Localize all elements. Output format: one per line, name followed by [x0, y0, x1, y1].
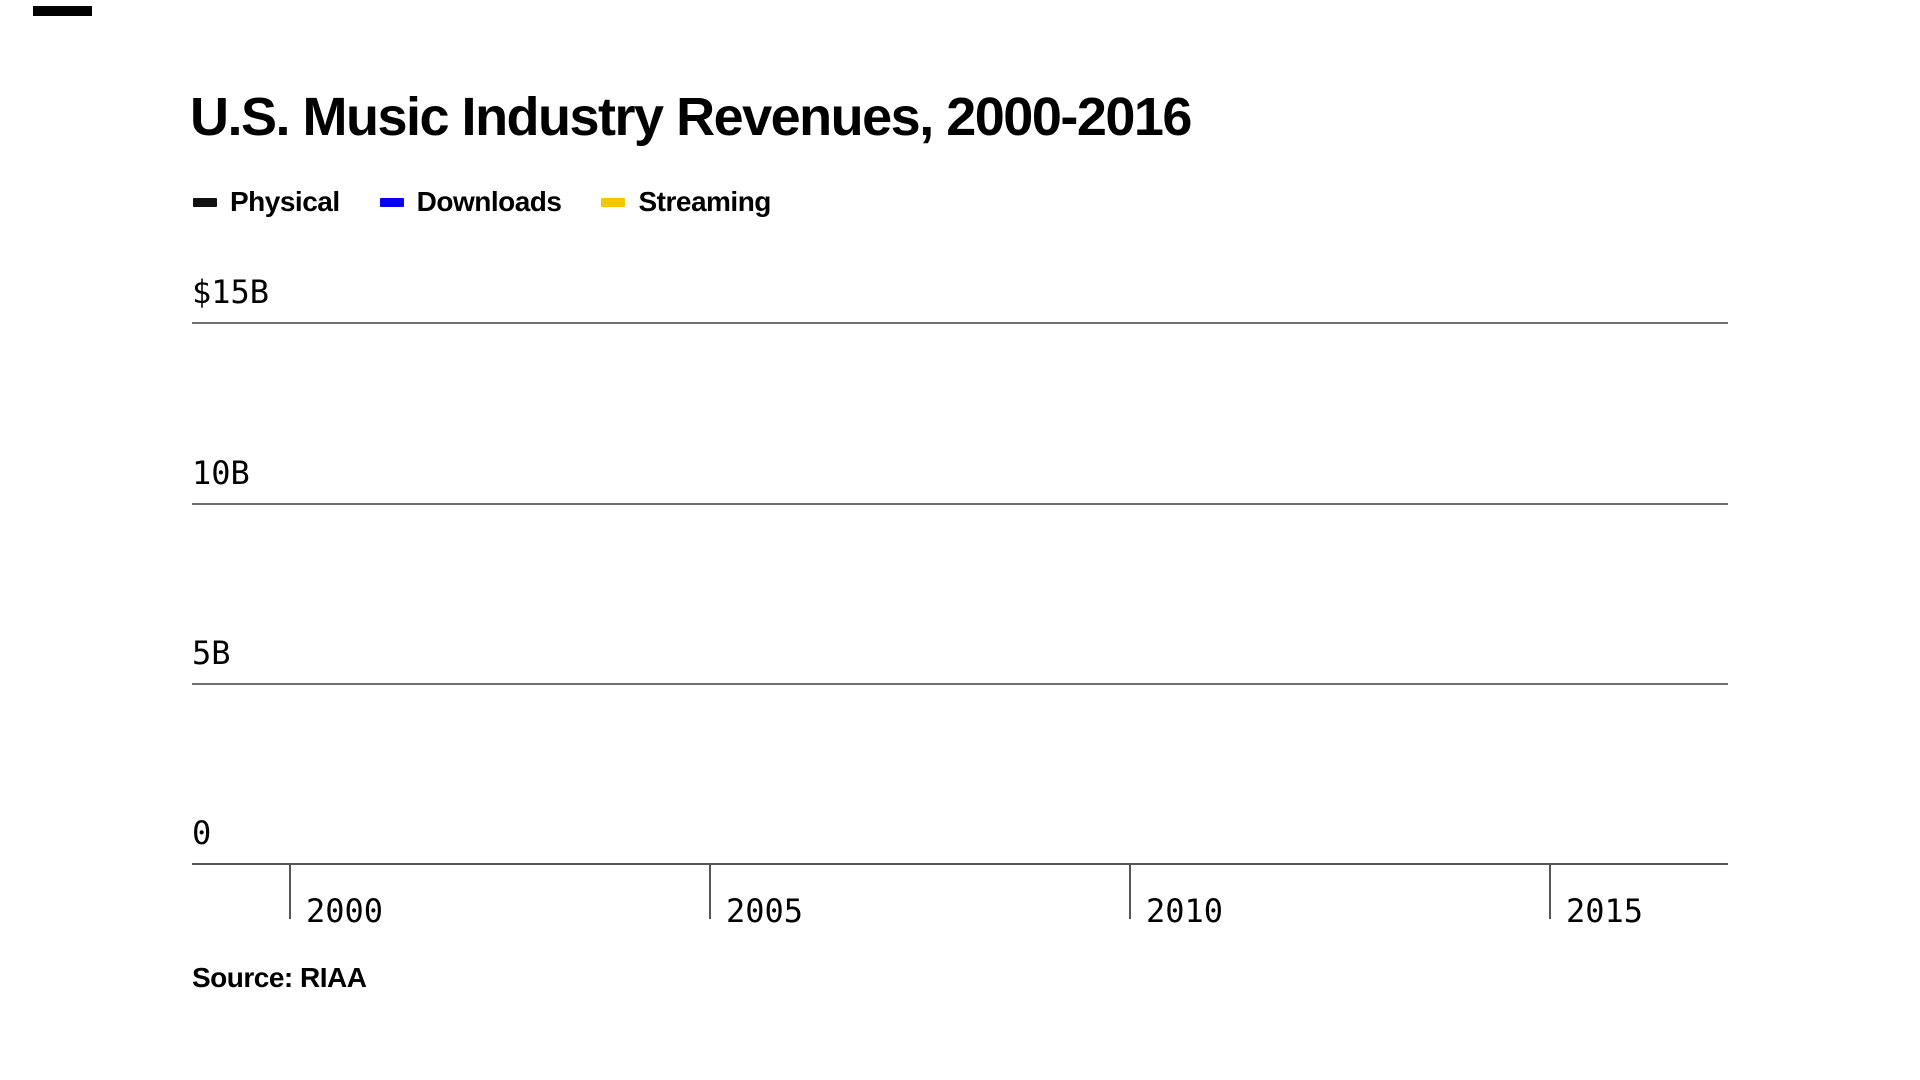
x-axis-tick — [709, 864, 711, 919]
y-axis-tick-label: 0 — [192, 814, 212, 852]
y-gridline — [192, 322, 1728, 324]
x-axis-baseline — [192, 863, 1728, 865]
y-axis-tick-label: 10B — [192, 454, 250, 492]
legend-label: Downloads — [416, 186, 562, 217]
legend-item-downloads: Downloads — [379, 186, 562, 218]
x-axis-tick-label: 2005 — [726, 892, 804, 930]
x-axis-tick-label: 2000 — [306, 892, 384, 930]
animation-progress-bar — [33, 6, 92, 16]
legend-swatch-streaming — [601, 197, 626, 207]
chart-legend: Physical Downloads Streaming — [193, 186, 771, 218]
legend-item-physical: Physical — [193, 186, 340, 218]
x-axis-tick — [1549, 864, 1551, 919]
legend-label: Physical — [230, 186, 340, 217]
x-axis-tick-label: 2015 — [1566, 892, 1644, 930]
y-gridline — [192, 683, 1728, 685]
legend-item-streaming: Streaming — [601, 186, 771, 218]
y-gridline — [192, 503, 1728, 505]
x-axis-tick-label: 2010 — [1146, 892, 1224, 930]
legend-label: Streaming — [638, 186, 771, 217]
x-axis-tick — [1129, 864, 1131, 919]
x-axis-tick — [289, 864, 291, 919]
source-credit: Source: RIAA — [192, 962, 367, 993]
y-axis-tick-label: 5B — [192, 634, 231, 672]
legend-swatch-physical — [193, 197, 217, 207]
legend-swatch-downloads — [379, 197, 404, 207]
chart-title: U.S. Music Industry Revenues, 2000-2016 — [190, 87, 1192, 147]
y-axis-tick-label: $15B — [192, 273, 270, 311]
